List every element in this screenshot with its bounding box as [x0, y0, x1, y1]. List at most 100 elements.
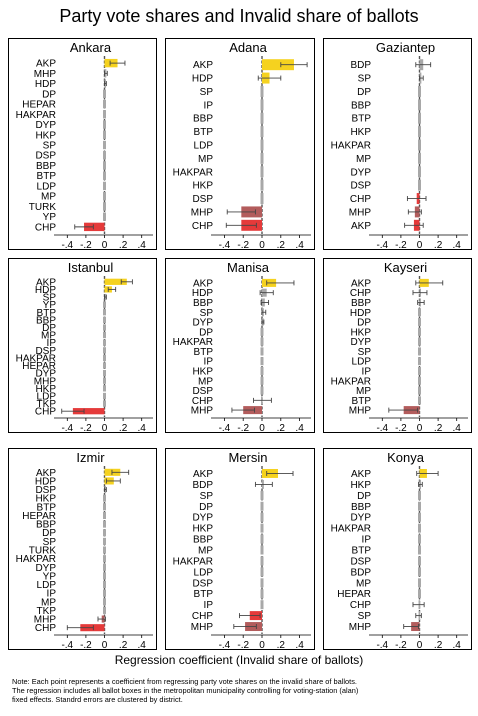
bar-hakpar [418, 139, 421, 151]
category-label: SP [43, 293, 57, 304]
category-label: IP [362, 366, 372, 377]
category-label: BTP [352, 396, 372, 407]
panel-title: Kayseri [384, 260, 427, 275]
chart-panel-manisa: Manisa AKPHDPBBPSPDYPDPHAKPARBTPIPHKPMPDS… [165, 258, 315, 434]
category-label: HDP [350, 308, 371, 319]
x-tick-label: -.2 [80, 640, 92, 651]
category-label: BDP [350, 60, 371, 71]
x-tick-label: .2 [434, 240, 443, 251]
x-tick-label: 0 [259, 423, 265, 434]
category-label: DSP [192, 578, 213, 589]
bar-hakpar [103, 555, 106, 563]
category-label: HKP [35, 130, 56, 141]
category-label: LDP [37, 181, 57, 192]
x-tick-label: .2 [434, 640, 443, 651]
bar-hkp [418, 126, 421, 138]
category-label: TKP [37, 606, 57, 617]
bar-dyp [103, 563, 106, 571]
bar-tkp [103, 606, 106, 614]
category-label: IP [204, 600, 214, 611]
bar-mp [260, 545, 264, 555]
bar-ip [418, 366, 421, 375]
x-tick-label: -.4 [376, 423, 388, 434]
bar-hepar [103, 511, 106, 520]
x-tick-label: 0 [417, 423, 423, 434]
category-label: HAKPAR [173, 337, 213, 348]
category-label: TKP [37, 399, 57, 410]
category-label: MP [41, 597, 56, 608]
category-label: TURK [29, 202, 57, 213]
bar-dsp [260, 386, 264, 395]
category-label: BTP [37, 171, 57, 182]
x-tick-label: .4 [138, 240, 147, 251]
bar-bbp [103, 520, 106, 528]
category-label: MP [356, 386, 371, 397]
bar-dp [103, 89, 106, 99]
category-label: DSP [35, 485, 56, 496]
category-label: BBP [193, 114, 213, 125]
bar-btp [103, 171, 106, 180]
category-label: SP [200, 87, 214, 98]
category-label: AKP [36, 277, 56, 288]
panel-title: Istanbul [68, 260, 114, 275]
category-label: MHP [349, 406, 372, 417]
category-label: HEPAR [22, 361, 56, 372]
category-label: TURK [29, 546, 57, 557]
bar-mp [418, 386, 421, 395]
category-label: BBP [351, 502, 371, 513]
category-label: DSP [350, 556, 371, 567]
chart-panel-izmir: Izmir AKPHDPDSPHKPBTPHEPARBBPDPSPTURKHAKP… [8, 448, 157, 651]
footnote: Note: Each point represents a coefficien… [12, 677, 472, 704]
category-label: IP [47, 338, 57, 349]
category-label: DYP [192, 318, 213, 329]
chart-panel-istanbul: IstanbulAKPHDPSPYPBTPBBPDPMPIPDSPHAKPARH… [8, 258, 157, 434]
panel-frame [323, 258, 472, 433]
panel-title: Manisa [227, 260, 270, 275]
bar-akp [104, 278, 127, 285]
bar-hakpar [103, 354, 106, 362]
bar-btp [418, 112, 421, 124]
bar-yp [103, 572, 106, 580]
footnote-line: The regression includes all ballot boxes… [12, 686, 359, 695]
x-tick-label: .2 [119, 640, 128, 651]
category-label: MP [41, 331, 56, 342]
category-label: BDP [192, 480, 213, 491]
bar-chp [72, 408, 105, 415]
bar-btp [103, 503, 106, 511]
bar-sp [103, 140, 106, 150]
category-label: DP [199, 327, 213, 338]
bar-dyp [260, 512, 264, 522]
panel-frame [323, 448, 472, 650]
x-tick-label: .2 [277, 640, 286, 651]
x-tick-label: -.2 [80, 423, 92, 434]
bar-ldp [103, 181, 106, 191]
panel-frame [8, 448, 157, 650]
bar-dsp [103, 347, 106, 354]
x-tick-label: -.2 [237, 640, 249, 651]
category-label: DYP [350, 513, 371, 524]
panel-title: Ankara [70, 40, 112, 55]
chart-panel-adana: Adana AKP HDP SP IP BBP BTP LDP MP HAKPAR HKP DSP MH… [165, 38, 315, 251]
category-label: HEPAR [337, 589, 371, 600]
chart-panel-mersin: Mersin AKPBDPSPDPDYPHKPBBPMPHAKPARLDPDSPB… [165, 448, 315, 651]
bar-dp [418, 85, 421, 97]
category-label: HKP [35, 384, 56, 395]
category-label: CHP [192, 221, 213, 232]
bar-btp [418, 396, 421, 405]
category-label: SP [358, 611, 372, 622]
chart-panel-konya: Konya AKPHKPDPBBPDYPHAKPARIPBTPDSPBDPMPHE… [323, 448, 472, 651]
category-label: DP [42, 323, 56, 334]
bar-ldp [418, 357, 421, 366]
x-tick-label: .4 [138, 423, 147, 434]
category-label: YP [43, 212, 57, 223]
bar-mhp [103, 377, 106, 384]
bar-dp [260, 327, 264, 336]
category-label: DP [42, 89, 56, 100]
bar-hkp [260, 179, 264, 191]
x-tick-label: 0 [259, 240, 265, 251]
category-label: YP [43, 571, 57, 582]
category-label: DP [357, 491, 371, 502]
x-tick-label: .2 [119, 423, 128, 434]
category-label: DYP [350, 167, 371, 178]
category-label: SP [200, 308, 214, 319]
